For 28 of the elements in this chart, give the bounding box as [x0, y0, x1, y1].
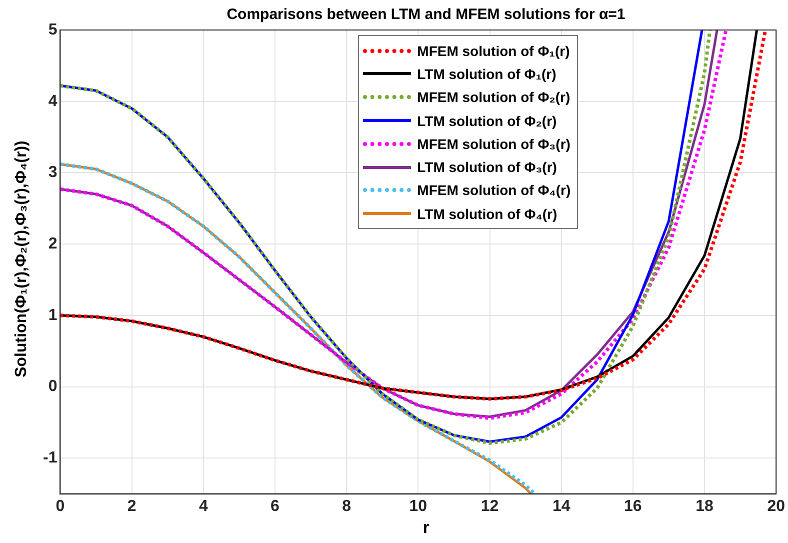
legend-label: LTM solution of Φ₁(r)	[417, 66, 556, 82]
legend-label: LTM solution of Φ₃(r)	[417, 159, 557, 176]
legend-label: MFEM solution of Φ₃(r)	[417, 136, 570, 152]
y-axis-title: Solution(Φ₁(r),Φ₂(r),Φ₃(r),Φ₄(r))	[13, 140, 31, 378]
legend-label: MFEM solution of Φ₁(r)	[417, 42, 570, 59]
x-tick-label: 14	[552, 498, 570, 515]
y-tick-label: 0	[48, 378, 58, 396]
y-tick-label: 1	[48, 306, 58, 324]
x-tick-label: 18	[696, 498, 714, 515]
x-tick-label: 10	[409, 498, 428, 515]
legend-label: LTM solution of Φ₄(r)	[417, 206, 558, 222]
legend-label: MFEM solution of Φ₄(r)	[417, 182, 571, 198]
x-tick-label: 20	[767, 498, 786, 515]
chart-title: Comparisons between LTM and MFEM solutions for α=1	[226, 6, 626, 23]
y-tick-label: 2	[48, 235, 58, 252]
y-tick-label: -1	[42, 450, 58, 467]
x-tick-label: 6	[270, 498, 280, 515]
x-tick-label: 2	[127, 498, 136, 515]
x-tick-label: 16	[624, 498, 642, 515]
x-tick-label: 8	[342, 498, 352, 515]
x-axis-title: r	[422, 518, 430, 538]
legend-label: MFEM solution of Φ₂(r)	[417, 89, 570, 106]
x-tick-label: 12	[480, 498, 499, 515]
y-tick-label: 3	[48, 164, 58, 182]
y-tick-label: 5	[48, 21, 58, 38]
legend-label: LTM solution of Φ₂(r)	[417, 112, 557, 129]
x-tick-label: 4	[198, 498, 208, 515]
y-tick-label: 4	[48, 92, 58, 110]
